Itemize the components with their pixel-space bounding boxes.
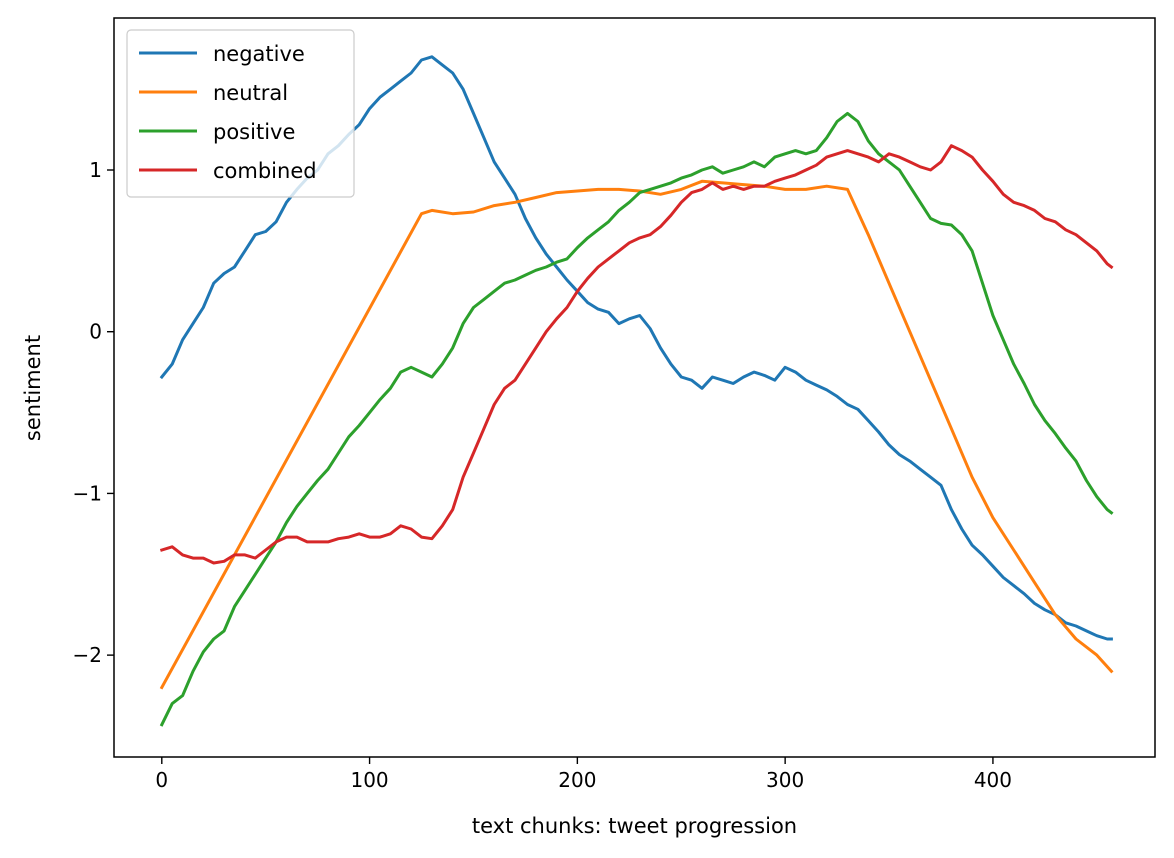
x-tick-label: 300: [766, 768, 804, 792]
y-axis-label: sentiment: [21, 335, 45, 441]
series-line-combined: [159, 144, 1114, 565]
y-tick-label: −2: [73, 643, 102, 667]
y-tick-label: 0: [89, 320, 102, 344]
legend-box: [126, 29, 355, 198]
series-line-neutral: [159, 179, 1114, 690]
legend-label-combined: combined: [213, 159, 317, 183]
legend: negative neutral positive combined: [126, 29, 355, 198]
series-line-positive: [159, 111, 1114, 727]
x-tick-label: 400: [974, 768, 1012, 792]
plot-frame: [113, 17, 1156, 758]
x-tick-label: 100: [350, 768, 388, 792]
x-tick-label: 0: [155, 768, 168, 792]
y-tick-label: 1: [89, 158, 102, 182]
x-axis-label: text chunks: tweet progression: [472, 814, 797, 838]
y-axis-ticks: 1 0 −1 −2: [73, 158, 114, 667]
legend-label-negative: negative: [213, 42, 305, 66]
legend-label-positive: positive: [213, 120, 295, 144]
x-tick-label: 200: [558, 768, 596, 792]
legend-label-neutral: neutral: [213, 81, 288, 105]
y-tick-label: −1: [73, 481, 102, 505]
x-axis-ticks: 0 100 200 300 400: [155, 757, 1012, 792]
